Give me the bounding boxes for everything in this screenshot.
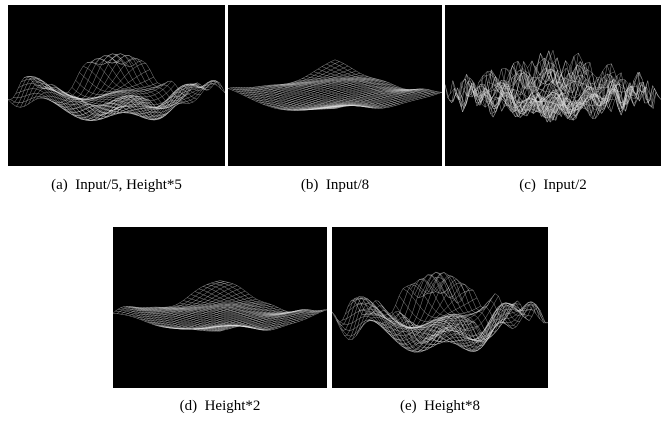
caption-label: (c) [519,177,536,193]
wireframe-line [423,306,532,352]
caption: (b) Input/8 [228,177,442,194]
caption-text: Input/2 [543,177,586,193]
caption: (e) Height*8 [332,398,548,415]
figure: (a) Input/5, Height*5 (b) Input/8 (c) In… [0,0,665,422]
wireframe-line [415,275,524,342]
panel-image [228,5,442,166]
panel-image [445,5,661,166]
caption-text: Input/5, Height*5 [75,177,182,193]
caption: (a) Input/5, Height*5 [8,177,225,194]
caption-text: Input/8 [326,177,369,193]
caption-label: (d) [180,398,198,414]
caption: (c) Input/2 [445,177,661,194]
wireframe-line [332,277,440,322]
caption-text: Height*8 [424,398,480,414]
panel-image [332,227,548,388]
caption: (d) Height*2 [113,398,327,415]
caption-label: (e) [400,398,417,414]
wireframe-line [216,282,323,313]
caption-label: (b) [301,177,319,193]
panel-image [8,5,225,166]
wireframe-line [354,298,463,351]
caption-label: (a) [51,177,68,193]
wireframe-line [191,295,299,322]
panel-image [113,227,327,388]
wireframe-line [336,280,444,326]
caption-text: Height*2 [205,398,261,414]
wireframe-line [228,60,335,89]
